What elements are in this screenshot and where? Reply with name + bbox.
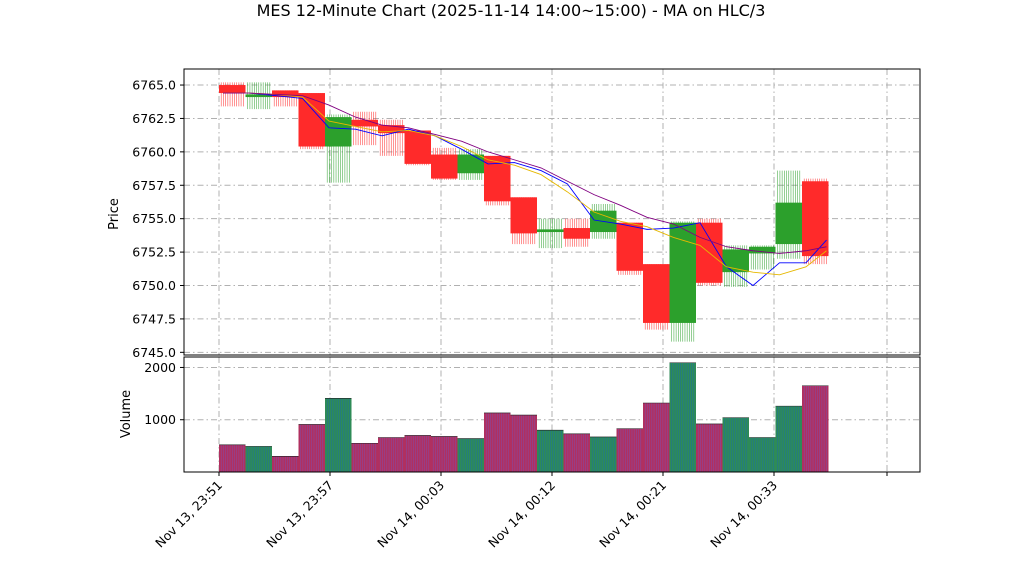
volume-bar xyxy=(802,385,829,472)
volume-bar xyxy=(404,435,431,472)
volume-axis-label: Volume xyxy=(119,390,134,438)
volume-bar xyxy=(722,417,749,472)
volume-bar xyxy=(245,446,272,472)
candle xyxy=(351,111,378,146)
candle-body xyxy=(378,125,405,134)
volume-bar xyxy=(272,456,299,472)
candle xyxy=(219,82,246,107)
volume-bar xyxy=(749,437,776,472)
volume-bar xyxy=(484,412,511,472)
candle xyxy=(749,245,776,270)
candle-body xyxy=(219,85,246,94)
volume-bar xyxy=(537,429,564,472)
candle xyxy=(802,178,829,265)
moving-average-lines xyxy=(223,92,827,287)
price-tick-label: 6757.5 xyxy=(132,178,176,193)
price-tick-label: 6745.0 xyxy=(132,345,176,360)
candle-body xyxy=(802,181,829,257)
candle xyxy=(616,222,643,275)
price-tick-label: 6762.5 xyxy=(132,111,176,126)
candle xyxy=(696,218,723,286)
time-tick-label: Nov 14, 00:33 xyxy=(707,478,780,551)
candle-body xyxy=(245,94,272,98)
price-tick-label: 6755.0 xyxy=(132,211,176,226)
volume-bars xyxy=(219,362,829,472)
candle xyxy=(272,90,299,107)
candle xyxy=(298,93,325,150)
candle xyxy=(510,197,537,245)
volume-bar xyxy=(563,433,590,472)
candle xyxy=(404,130,431,166)
volume-y-ticks: 1000 2000 xyxy=(144,360,184,427)
price-tick-label: 6752.5 xyxy=(132,245,176,260)
candle-body xyxy=(457,154,484,174)
candle xyxy=(669,221,696,342)
time-tick-label: Nov 14, 00:21 xyxy=(596,478,669,551)
time-tick-label: Nov 13, 23:51 xyxy=(152,478,225,551)
time-tick-label: Nov 14, 00:12 xyxy=(485,478,558,551)
volume-bar xyxy=(669,362,696,472)
time-tick-label: Nov 13, 23:57 xyxy=(263,478,336,551)
ma-mid-line xyxy=(223,92,827,276)
price-axis-label: Price xyxy=(107,198,122,230)
ma-fast-line xyxy=(223,92,827,287)
chart-title: MES 12-Minute Chart (2025-11-14 14:00~15… xyxy=(257,1,766,20)
candle xyxy=(457,149,484,180)
volume-tick-label: 1000 xyxy=(144,412,176,427)
volume-bar xyxy=(378,437,405,472)
candle-body xyxy=(722,249,749,273)
candle-body xyxy=(775,202,802,245)
candle-body xyxy=(749,246,776,254)
candle-body xyxy=(298,93,325,147)
candle-body xyxy=(325,117,352,147)
candle xyxy=(245,82,272,110)
candle xyxy=(325,114,352,183)
candle xyxy=(431,147,458,180)
candle-body xyxy=(510,197,537,234)
volume-bar xyxy=(431,436,458,472)
candle-body xyxy=(563,228,590,239)
volume-bar xyxy=(696,423,723,472)
time-x-ticks: Nov 13, 23:51 Nov 13, 23:57 Nov 14, 00:03 N… xyxy=(152,472,888,551)
candle-body xyxy=(404,130,431,164)
price-tick-label: 6747.5 xyxy=(132,311,176,326)
ma-slow-line xyxy=(223,92,827,254)
time-tick-label: Nov 14, 00:03 xyxy=(374,478,447,551)
candle xyxy=(537,218,564,249)
price-candles xyxy=(219,82,829,342)
candle-body xyxy=(431,154,458,179)
candle-body xyxy=(272,90,299,98)
candle-body xyxy=(351,119,378,127)
candle xyxy=(563,218,590,247)
volume-bar xyxy=(643,402,670,472)
volume-bar xyxy=(590,436,617,472)
volume-bar xyxy=(325,397,352,472)
candle xyxy=(722,245,749,287)
candle-body xyxy=(643,264,670,323)
candle-body xyxy=(669,222,696,323)
volume-bar xyxy=(219,444,246,472)
volume-tick-label: 2000 xyxy=(144,360,176,375)
volume-bar xyxy=(298,424,325,472)
candle-body xyxy=(616,222,643,271)
candle-body xyxy=(537,229,564,233)
price-grid xyxy=(184,69,920,355)
volume-bar xyxy=(457,438,484,472)
price-y-ticks: 6745.0 6747.5 6750.0 6752.5 6755.0 6757.5 6760… xyxy=(132,78,184,360)
price-tick-label: 6760.0 xyxy=(132,144,176,159)
price-tick-label: 6750.0 xyxy=(132,278,176,293)
price-tick-label: 6765.0 xyxy=(132,78,176,93)
volume-bar xyxy=(616,428,643,472)
volume-bar xyxy=(775,405,802,472)
candle xyxy=(775,170,802,259)
volume-bar xyxy=(351,442,378,472)
candle xyxy=(643,264,670,330)
price-plot-frame xyxy=(183,68,921,356)
volume-bar xyxy=(510,414,537,472)
